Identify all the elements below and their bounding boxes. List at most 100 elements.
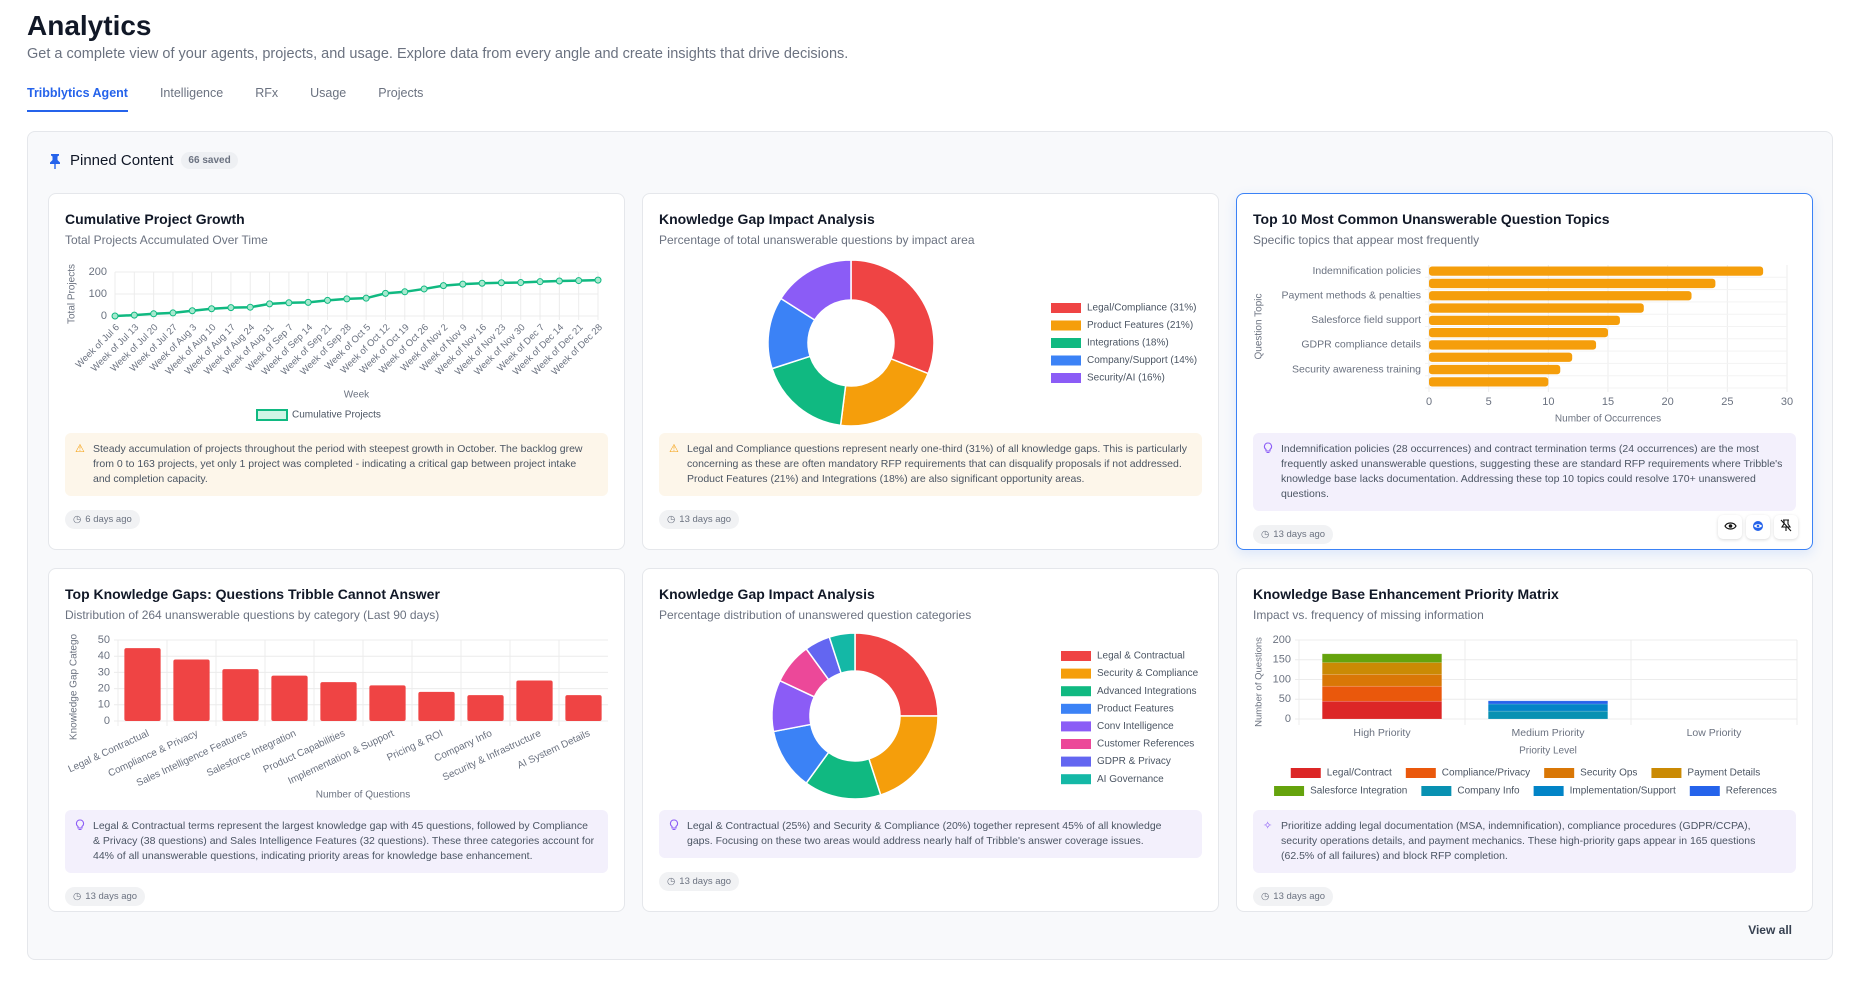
data-point xyxy=(420,285,428,293)
tick-label: 30 xyxy=(1781,396,1793,408)
stacked-bar-segment xyxy=(1487,700,1609,705)
legend-swatch xyxy=(1051,355,1081,366)
x-tick-label: Salesforce Integration xyxy=(205,728,298,779)
card-title: Knowledge Base Enhancement Priority Matr… xyxy=(1253,586,1559,602)
pinned-card[interactable]: Knowledge Base Enhancement Priority Matr… xyxy=(1236,568,1813,912)
tab-intelligence[interactable]: Intelligence xyxy=(159,86,224,100)
timestamp-text: 13 days ago xyxy=(679,514,732,525)
eye-button[interactable] xyxy=(1718,515,1742,539)
legend-swatch xyxy=(1544,768,1575,778)
x-axis-title: Priority Level xyxy=(1519,746,1577,757)
data-point xyxy=(304,298,312,306)
x-tick-label: Low Priority xyxy=(1687,727,1743,739)
unpin-icon xyxy=(1780,519,1792,535)
warning-icon: ⚠ xyxy=(75,443,85,455)
legend-label: Salesforce Integration xyxy=(1310,786,1407,797)
bar xyxy=(418,691,455,721)
tab-rfx[interactable]: RFx xyxy=(255,86,279,100)
y-tick-label: GDPR compliance details xyxy=(1301,339,1421,351)
lightbulb-icon xyxy=(75,819,85,836)
legend-swatch xyxy=(1421,786,1452,796)
tick-label: 40 xyxy=(98,650,110,662)
legend-label: AI Governance xyxy=(1097,774,1164,785)
stacked-bar-segment xyxy=(1321,685,1443,702)
bar xyxy=(124,648,161,721)
unpin-button[interactable] xyxy=(1774,515,1798,539)
data-point xyxy=(246,303,254,311)
note-text: Prioritize adding legal documentation (M… xyxy=(1281,820,1756,862)
data-point xyxy=(169,309,177,317)
y-axis-title: Number of Questions xyxy=(1254,637,1265,727)
tick-label: 150 xyxy=(1273,654,1291,666)
x-axis-title: Week xyxy=(344,390,370,401)
tick-label: 0 xyxy=(101,310,107,322)
warning-icon: ⚠ xyxy=(669,443,679,455)
legend-swatch xyxy=(1689,786,1720,796)
legend-swatch xyxy=(1061,721,1091,732)
data-point xyxy=(575,277,583,285)
data-point xyxy=(188,307,196,315)
card-title: Top Knowledge Gaps: Questions Tribble Ca… xyxy=(65,586,440,602)
legend-label: Product Features (21%) xyxy=(1087,320,1193,331)
bar xyxy=(1429,340,1597,350)
tick-label: 20 xyxy=(1662,396,1674,408)
bar xyxy=(1429,266,1764,276)
insight-button[interactable] xyxy=(1746,515,1770,539)
x-axis-title: Number of Occurrences xyxy=(1555,414,1661,425)
donut-slice xyxy=(779,259,852,321)
stacked-bar-segment xyxy=(1321,662,1443,675)
y-tick-label: Indemnification policies xyxy=(1312,265,1421,277)
chart: 0 50 100 150 200 High Priority Medium Priority… xyxy=(1254,634,1798,797)
tab-usage[interactable]: Usage xyxy=(310,86,347,100)
timestamp-badge: ◷ 6 days ago xyxy=(65,510,140,529)
legend-swatch xyxy=(256,409,288,421)
x-tick-label: Medium Priority xyxy=(1512,727,1586,739)
tab-tribblytics-agent[interactable]: Tribblytics Agent xyxy=(27,86,128,112)
data-point xyxy=(130,311,138,319)
timestamp-badge: ◷ 13 days ago xyxy=(1253,887,1334,906)
legend-label: Customer References xyxy=(1097,739,1194,750)
legend-swatch xyxy=(1651,768,1682,778)
data-point xyxy=(208,305,216,313)
legend-label: Company/Support (14%) xyxy=(1087,355,1197,366)
stacked-bar-segment xyxy=(1487,710,1609,720)
legend-row: Salesforce Integration Company Info Implem… xyxy=(1274,786,1777,797)
pinned-card[interactable]: Top 10 Most Common Unanswerable Question… xyxy=(1236,193,1813,550)
data-point xyxy=(227,304,235,312)
insight-note: Indemnification policies (28 occurrences… xyxy=(1253,433,1796,511)
view-all-link[interactable]: View all xyxy=(1748,923,1792,937)
pinned-content-panel: Pinned Content 66 saved Cumulative Proje… xyxy=(27,131,1833,960)
timestamp-badge: ◷ 13 days ago xyxy=(659,510,740,529)
y-tick-label: Salesforce field support xyxy=(1311,314,1421,326)
data-point xyxy=(555,277,563,285)
y-axis-title: Total Projects xyxy=(67,264,78,324)
pinned-card[interactable]: Top Knowledge Gaps: Questions Tribble Ca… xyxy=(48,568,625,912)
clock-icon: ◷ xyxy=(1261,529,1270,540)
pinned-card[interactable]: Knowledge Gap Impact Analysis Percentage… xyxy=(642,193,1219,550)
timestamp-badge: ◷ 13 days ago xyxy=(1253,525,1334,544)
y-tick-label: Security awareness training xyxy=(1292,363,1421,375)
lightbulb-icon xyxy=(1263,442,1273,459)
x-tick-label: High Priority xyxy=(1353,727,1411,739)
series-line xyxy=(114,278,599,318)
tick-label: 0 xyxy=(1285,713,1291,725)
tick-label: 25 xyxy=(1721,396,1733,408)
legend-label: Advanced Integrations xyxy=(1097,686,1197,697)
bar xyxy=(467,695,504,721)
tab-projects[interactable]: Projects xyxy=(378,86,424,100)
tick-label: 50 xyxy=(1279,693,1291,705)
legend-label: Legal/Contract xyxy=(1327,768,1392,779)
card-subtitle: Percentage of total unanswerable questio… xyxy=(659,233,975,247)
data-point xyxy=(459,280,467,288)
legend-label: Payment Details xyxy=(1687,768,1760,779)
tick-label: 200 xyxy=(1273,634,1291,646)
pinned-card[interactable]: Cumulative Project Growth Total Projects… xyxy=(48,193,625,550)
pinned-card[interactable]: Knowledge Gap Impact Analysis Percentage… xyxy=(642,568,1219,912)
legend-swatch xyxy=(1405,768,1436,778)
card-title: Knowledge Gap Impact Analysis xyxy=(659,211,875,227)
card-subtitle: Distribution of 264 unanswerable questio… xyxy=(65,608,440,622)
legend-swatch xyxy=(1061,774,1091,785)
note-text: Legal and Compliance questions represent… xyxy=(687,443,1187,485)
tick-label: 10 xyxy=(1542,396,1554,408)
